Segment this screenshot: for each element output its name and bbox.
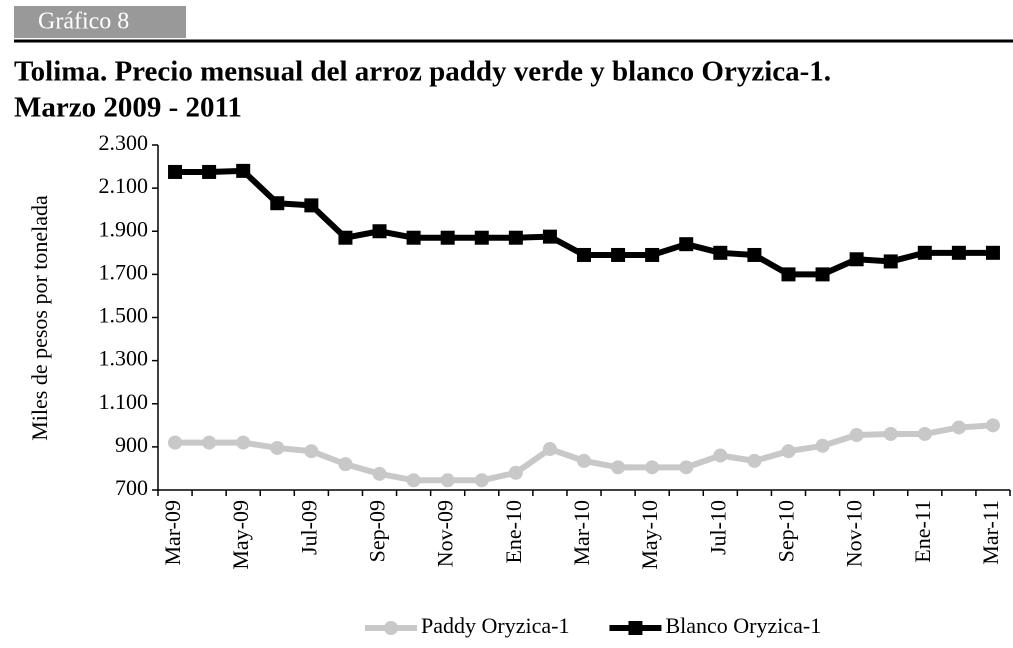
header: Gráfico 8 bbox=[38, 9, 129, 35]
point bbox=[168, 435, 183, 450]
y-tick-label: 2.300 bbox=[99, 130, 149, 155]
y-tick-label: 1.100 bbox=[99, 389, 149, 414]
chart-title: Tolima. Precio mensual del arroz paddy v… bbox=[14, 56, 831, 88]
point bbox=[611, 460, 626, 475]
point bbox=[304, 444, 319, 459]
point bbox=[202, 435, 217, 450]
point bbox=[849, 428, 864, 443]
point bbox=[338, 230, 353, 245]
point bbox=[713, 245, 728, 260]
point bbox=[542, 229, 557, 244]
legend-label: Blanco Oryzica-1 bbox=[665, 613, 821, 638]
point bbox=[985, 245, 1000, 260]
point bbox=[542, 442, 557, 457]
point bbox=[917, 426, 932, 441]
x-tick-label: Sep-10 bbox=[774, 500, 799, 562]
point bbox=[474, 473, 489, 488]
x-tick-label: Nov-10 bbox=[842, 500, 867, 567]
point bbox=[747, 453, 762, 468]
x-tick-label: Mar-10 bbox=[569, 500, 594, 566]
chart-subtitle: Marzo 2009 - 2011 bbox=[14, 92, 242, 124]
point bbox=[577, 247, 591, 262]
y-tick-label: 900 bbox=[115, 432, 148, 457]
point bbox=[781, 444, 796, 459]
point bbox=[372, 224, 387, 239]
point bbox=[304, 198, 319, 213]
x-tick-label: Jul-10 bbox=[705, 500, 730, 555]
point bbox=[372, 466, 387, 481]
x-tick-label: Jul-09 bbox=[296, 500, 321, 555]
point bbox=[917, 245, 932, 260]
y-axis-label: Miles de pesos por tonelada bbox=[27, 195, 52, 441]
point bbox=[440, 473, 455, 488]
point bbox=[611, 247, 626, 262]
x-tick-label: Sep-09 bbox=[365, 500, 390, 562]
point bbox=[406, 230, 421, 245]
point bbox=[440, 230, 455, 245]
x-tick-label: May-10 bbox=[637, 500, 662, 570]
point bbox=[508, 465, 523, 480]
point bbox=[508, 230, 523, 245]
point bbox=[577, 453, 591, 468]
point bbox=[951, 245, 966, 260]
series-line bbox=[175, 422, 994, 484]
x-tick-label: Nov-09 bbox=[433, 500, 458, 567]
legend-marker bbox=[628, 621, 643, 635]
point bbox=[338, 457, 353, 472]
x-tick-label: May-09 bbox=[228, 500, 253, 570]
legend-marker bbox=[384, 621, 398, 635]
x-tick-label: Mar-09 bbox=[160, 500, 185, 566]
legend-label: Paddy Oryzica-1 bbox=[421, 613, 569, 638]
y-tick-label: 1.700 bbox=[99, 259, 149, 284]
x-tick-label: Ene-10 bbox=[501, 500, 526, 564]
point bbox=[645, 460, 660, 475]
point bbox=[781, 267, 796, 282]
header-box bbox=[14, 6, 186, 38]
y-tick-label: 2.100 bbox=[99, 173, 149, 198]
point bbox=[236, 435, 251, 450]
point bbox=[883, 426, 898, 441]
point bbox=[951, 420, 966, 435]
point bbox=[815, 267, 830, 282]
y-tick-label: 1.900 bbox=[99, 216, 149, 241]
point bbox=[168, 164, 183, 179]
y-tick-label: 1.300 bbox=[99, 346, 149, 371]
x-tick-label: Mar-11 bbox=[978, 500, 1003, 565]
point bbox=[883, 254, 898, 269]
point bbox=[679, 237, 694, 252]
x-tick-label: Ene-11 bbox=[910, 500, 935, 563]
point bbox=[270, 440, 285, 455]
point bbox=[474, 230, 489, 245]
point bbox=[202, 164, 217, 179]
y-tick-label: 700 bbox=[115, 475, 148, 500]
point bbox=[747, 247, 762, 262]
point bbox=[236, 163, 251, 178]
point bbox=[679, 460, 694, 475]
point bbox=[270, 196, 285, 211]
point bbox=[645, 247, 660, 262]
point bbox=[713, 448, 728, 463]
point bbox=[815, 438, 830, 453]
point bbox=[985, 418, 1000, 433]
y-tick-label: 1.500 bbox=[99, 303, 149, 328]
point bbox=[406, 473, 421, 488]
point bbox=[849, 252, 864, 267]
